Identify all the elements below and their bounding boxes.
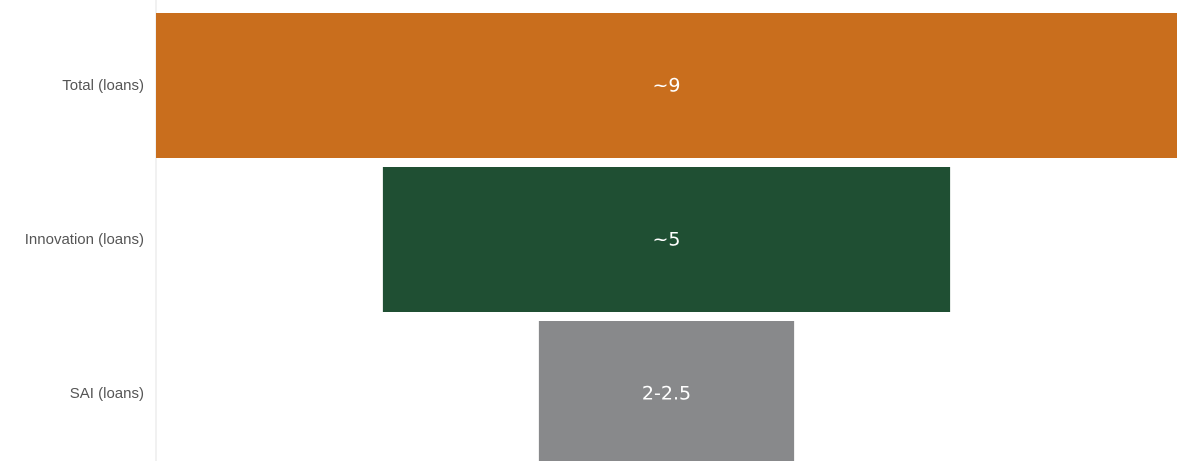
funnel-bars (156, 13, 1177, 461)
data-label-sai-loans: 2-2.5 (642, 383, 691, 405)
category-label-total-loans: Total (loans) (62, 77, 144, 94)
category-label-sai-loans: SAI (loans) (70, 385, 144, 402)
funnel-bar-innovation-loans (382, 167, 951, 312)
category-label-innovation-loans: Innovation (loans) (25, 231, 144, 248)
funnel-value-labels: ~9 ~5 2-2.5 (642, 75, 691, 405)
data-label-total-loans: ~9 (652, 75, 680, 97)
funnel-category-labels: Total (loans) Innovation (loans) SAI (loan… (25, 77, 144, 402)
funnel-bar-total-loans (156, 13, 1177, 158)
funnel-bar-sai-loans (538, 321, 795, 461)
data-label-innovation-loans: ~5 (652, 229, 680, 251)
